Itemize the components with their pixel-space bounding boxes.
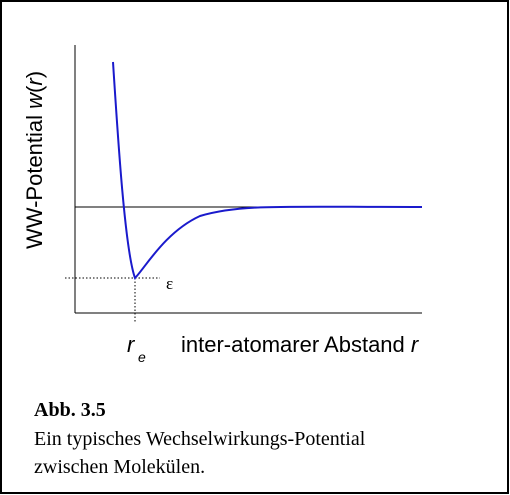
y-label-text: WW-Potential: [22, 109, 47, 249]
minimum-label: r: [127, 332, 136, 357]
caption-line: zwischen Molekülen.: [34, 456, 205, 478]
caption-label: Abb. 3.5: [34, 399, 106, 421]
x-axis-label: inter-atomarer Abstand r: [181, 332, 420, 357]
y-label-symbol: r: [22, 77, 47, 86]
caption-line: Ein typisches Wechselwirkungs-Potential: [34, 428, 366, 450]
y-label-paren: ): [22, 71, 47, 78]
y-label-paren: (: [22, 85, 47, 93]
potential-curve: [112, 61, 423, 280]
y-label-symbol: w: [22, 91, 47, 109]
well-depth-label: ε: [166, 274, 173, 293]
x-label-text: inter-atomarer Abstand: [181, 332, 411, 357]
y-axis-label: WW-Potential w(r): [22, 71, 47, 249]
minimum-label-sub: e: [138, 349, 146, 365]
x-label-symbol: r: [411, 332, 420, 357]
